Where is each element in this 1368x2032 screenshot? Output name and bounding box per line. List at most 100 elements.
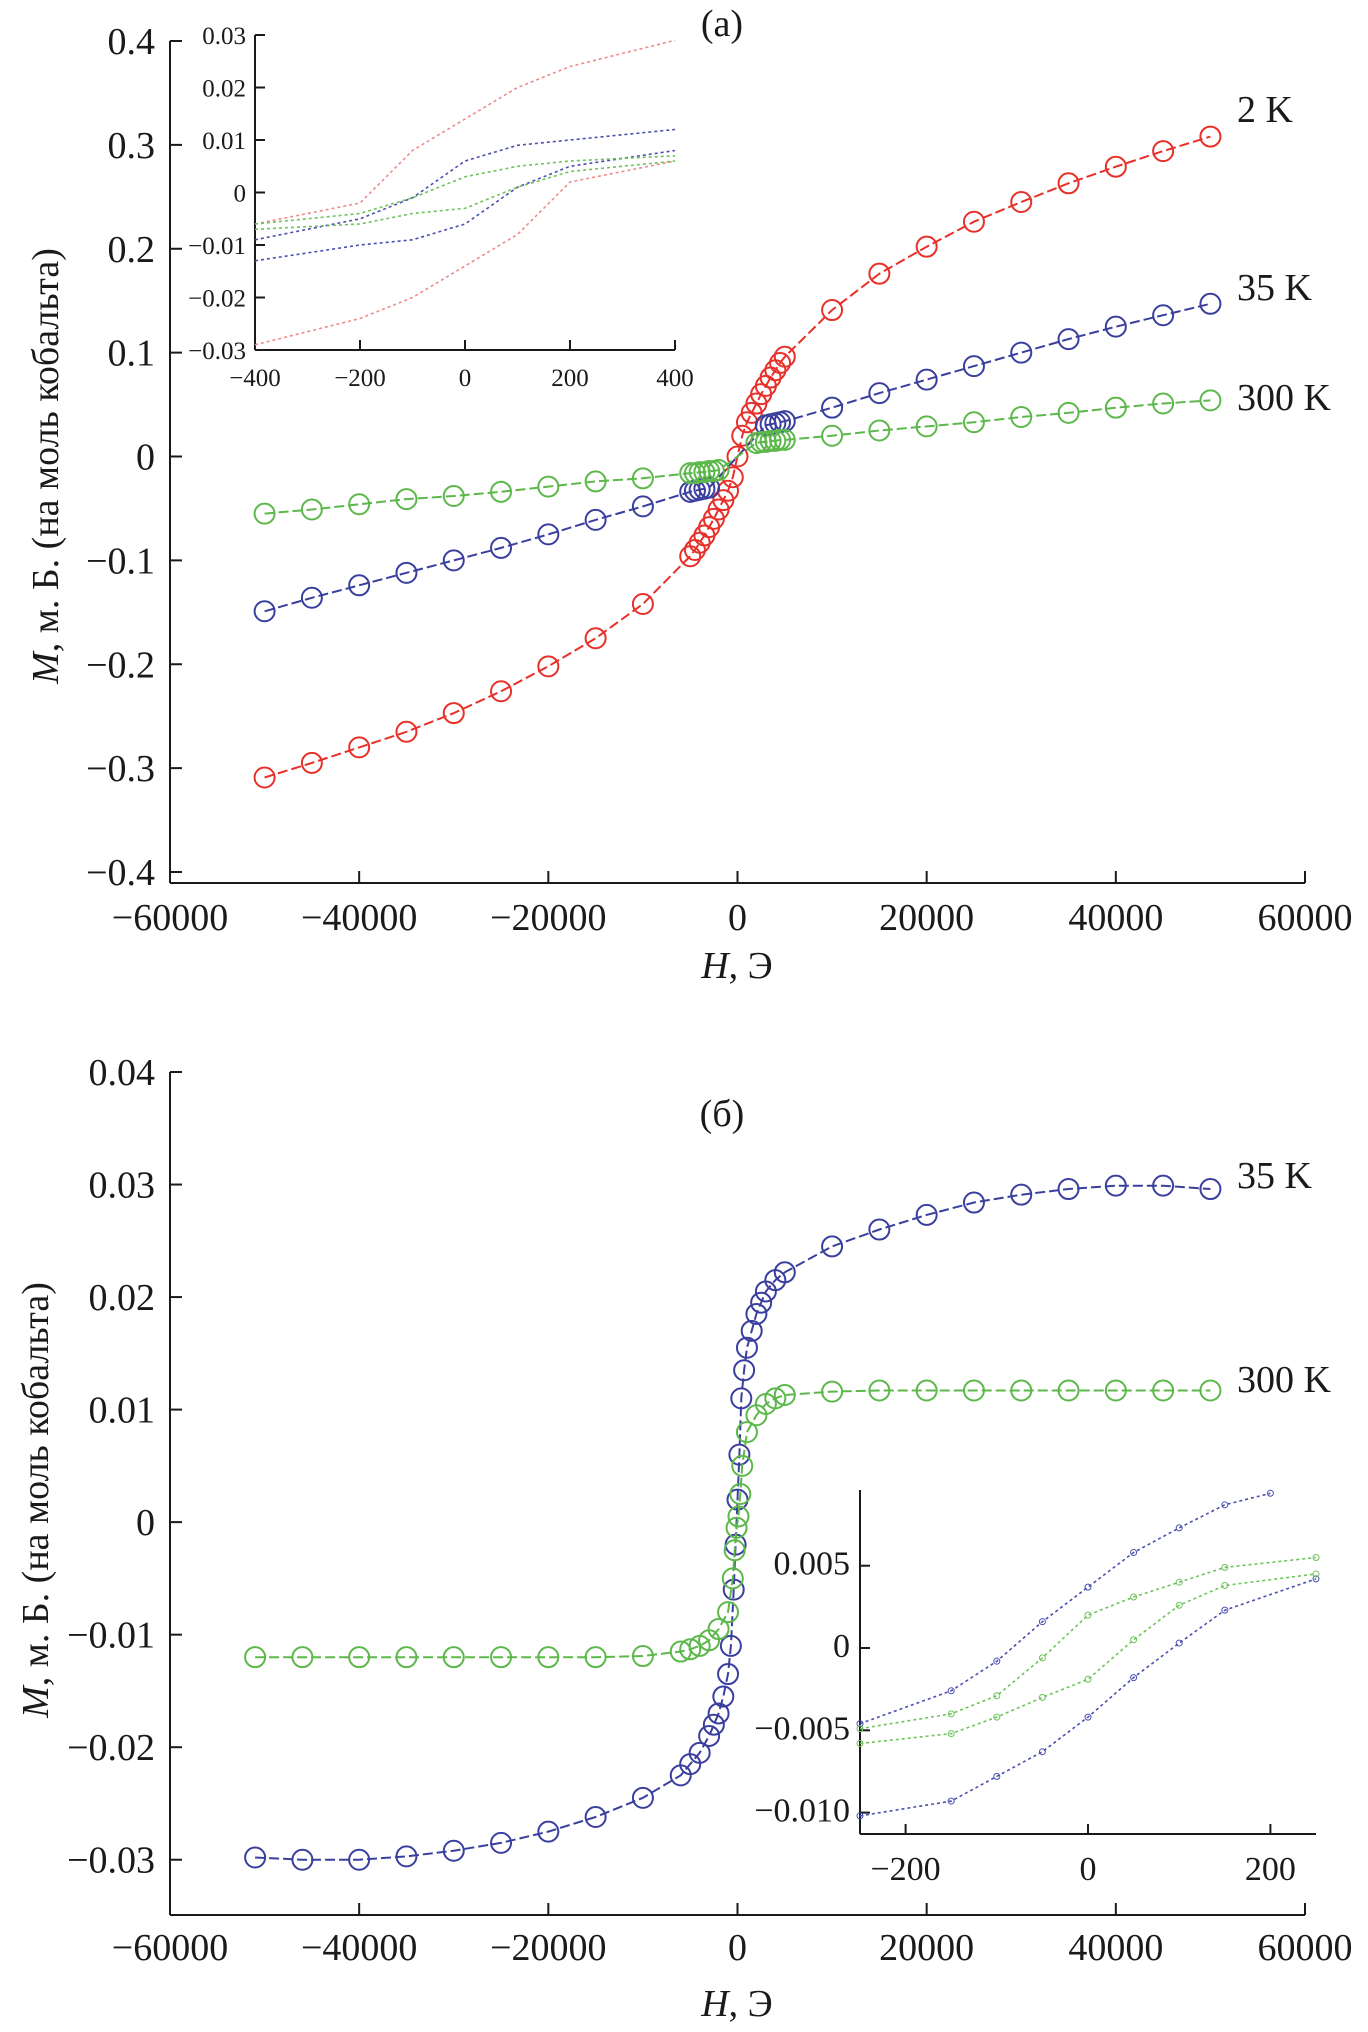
data-point [1199,389,1222,412]
data-point [707,1618,730,1641]
x-tick-label: 40000 [1068,1927,1163,1969]
data-point [868,419,891,442]
data-point [1175,1524,1183,1532]
data-point [962,210,985,233]
data-point [769,352,792,375]
data-point [698,460,721,483]
data-point [821,396,844,419]
x-tick-label: −60000 [112,897,228,939]
data-point [1266,1489,1274,1497]
y-axis-variable: M [25,650,67,685]
y-tick-label: 0 [833,1628,850,1665]
x-axis-variable: H [700,1983,731,2025]
loop-branch-line [859,1492,1271,1725]
data-point [1084,1713,1092,1721]
x-axis-title: H, Э [700,1983,773,2025]
data-point [915,1379,938,1402]
data-point [773,1383,796,1406]
data-point [1104,1174,1127,1197]
loop-branch-line [254,160,676,231]
x-tick-label: 200 [1245,1851,1296,1888]
y-tick-label: −0.010 [754,1793,850,1830]
data-point [1199,1379,1222,1402]
data-point [764,1387,787,1410]
data-point [915,415,938,438]
y-tick-label: 0.01 [202,128,246,155]
data-point [1057,1178,1080,1201]
y-axis-unit: , м. Б. (на моль кобальта) [25,248,67,652]
x-axis-unit: , Э [729,945,773,987]
x-tick-label: 40000 [1068,897,1163,939]
data-point [584,470,607,493]
loop-branch-line [254,160,676,346]
series-1 [856,1553,1320,1747]
data-point [856,1720,864,1728]
y-tick-label: −0.03 [67,1840,155,1882]
data-point [1038,1618,1046,1626]
y-tick-label: −0.2 [86,644,155,686]
y-tick-label: −0.02 [188,286,246,313]
data-point [962,1379,985,1402]
series-label: 300 K [1237,1359,1332,1401]
data-point [821,299,844,322]
series-line [264,399,1211,515]
data-point [442,484,465,507]
data-point [1010,341,1033,364]
data-point [1084,1611,1092,1619]
data-point [1084,1675,1092,1683]
data-point [1038,1654,1046,1662]
data-point [244,1646,267,1669]
data-point [993,1692,1001,1700]
x-tick-label: 60000 [1258,1927,1353,1969]
data-point [1057,1379,1080,1402]
data-point [868,1379,891,1402]
data-point [537,475,560,498]
x-tick-label: −200 [871,1851,941,1888]
data-point [1199,125,1222,148]
data-point [395,561,418,584]
series-0 [254,39,676,346]
y-tick-label: 0.3 [108,125,156,167]
x-tick-label: 400 [656,365,694,392]
x-tick-label: 0 [1080,1851,1097,1888]
x-tick-label: 20000 [879,1927,974,1969]
data-point [1175,1639,1183,1647]
data-point [291,1646,314,1669]
data-point [856,1812,864,1820]
data-point [993,1713,1001,1721]
data-point [745,1302,768,1325]
data-point [300,498,323,521]
data-point [993,1772,1001,1780]
loop-branch-line [859,1578,1317,1817]
data-point [1152,1379,1175,1402]
panel-label: (б) [700,1093,745,1135]
series-2 [253,389,1222,525]
data-point [773,345,796,368]
data-point [442,1839,465,1862]
data-point [1175,1601,1183,1609]
x-tick-label: −60000 [112,1927,228,1969]
data-point [1312,1570,1320,1578]
data-point [962,355,985,378]
data-point [537,1820,560,1843]
y-tick-label: −0.03 [188,338,246,365]
data-point [722,1578,745,1601]
data-point [584,1646,607,1669]
loop-branch-line [254,39,676,225]
x-tick-label: −20000 [490,1927,606,1969]
data-point [773,428,796,451]
y-tick-label: 0.02 [89,1277,156,1319]
data-point [947,1730,955,1738]
data-point [915,235,938,258]
data-point [730,1387,753,1410]
y-tick-label: 0.4 [108,21,156,63]
data-point [962,1191,985,1214]
data-point [442,549,465,572]
data-point [490,480,513,503]
y-tick-label: −0.02 [67,1727,155,1769]
data-point [721,1567,744,1590]
data-point [856,1739,864,1747]
x-tick-label: −40000 [301,897,417,939]
series-label: 300 K [1237,377,1332,419]
data-point [1221,1501,1229,1509]
